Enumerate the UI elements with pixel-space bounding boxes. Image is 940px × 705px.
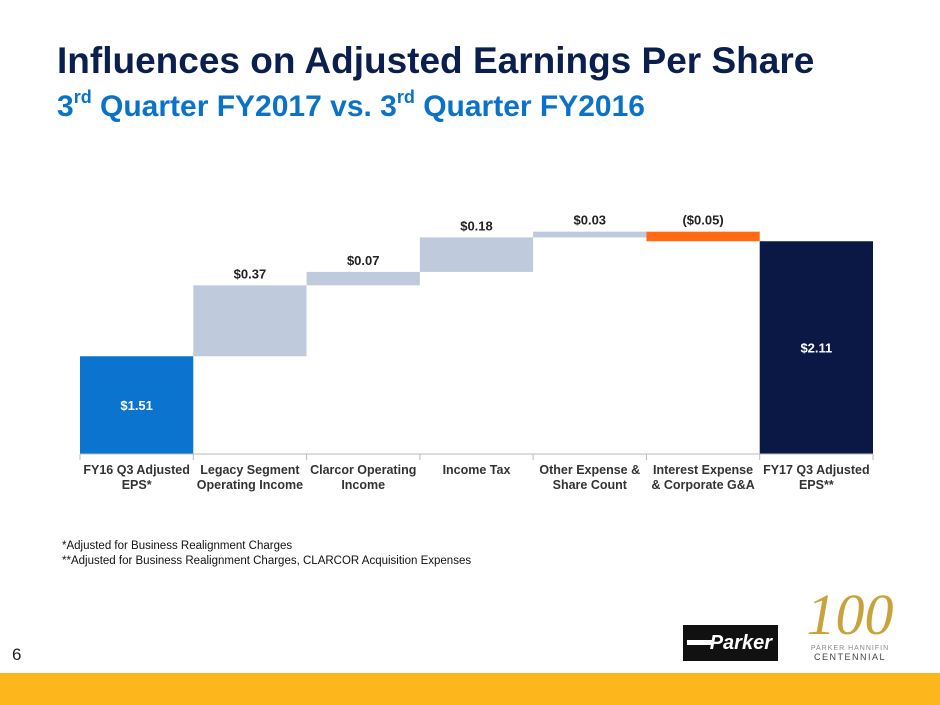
data-label-3: $0.18 bbox=[460, 218, 493, 233]
data-label-5: ($0.05) bbox=[682, 213, 723, 228]
footnote-1: *Adjusted for Business Realignment Charg… bbox=[62, 540, 293, 552]
slide-subtitle: 3rd Quarter FY2017 vs. 3rd Quarter FY201… bbox=[57, 87, 645, 124]
data-label-6: $2.11 bbox=[800, 341, 832, 356]
bar-5 bbox=[646, 231, 760, 242]
category-label: Other Expense & Share Count bbox=[539, 463, 641, 492]
category-label: Legacy Segment Operating Income bbox=[196, 463, 304, 492]
category-label: Clarcor Operating Income bbox=[310, 463, 417, 492]
waterfall-chart: $1.51 $0.37 $0.07 $0.18 $0.03 ($0.05) $2.11 bbox=[79, 213, 874, 460]
subtitle-part: Quarter FY2017 vs. 3 bbox=[91, 90, 397, 123]
parker-logo: Parker bbox=[683, 625, 778, 661]
data-label-1: $0.37 bbox=[234, 266, 267, 281]
centennial-logo: 100 PARKER HANNIFIN CENTENNIAL bbox=[800, 585, 900, 665]
subtitle-sup: rd bbox=[396, 87, 415, 107]
bar-4 bbox=[533, 231, 647, 238]
data-label-0: $1.51 bbox=[120, 398, 153, 413]
data-label-4: $0.03 bbox=[574, 213, 607, 228]
subtitle-part: Quarter FY2016 bbox=[414, 90, 645, 123]
bar-3 bbox=[419, 237, 534, 272]
category-label: FY16 Q3 Adjusted EPS* bbox=[83, 463, 190, 492]
category-label: FY17 Q3 Adjusted EPS** bbox=[763, 463, 870, 492]
slide-title: Influences on Adjusted Earnings Per Shar… bbox=[57, 40, 815, 81]
centennial-line2: CENTENNIAL bbox=[813, 652, 886, 662]
bar-6 bbox=[759, 241, 873, 454]
subtitle-part: 3 bbox=[57, 90, 74, 123]
category-label: Income Tax bbox=[442, 463, 511, 477]
data-label-2: $0.07 bbox=[347, 253, 380, 268]
bar-1 bbox=[193, 285, 307, 357]
footer-band bbox=[0, 673, 940, 705]
category-label: Interest Expense & Corporate G&A bbox=[651, 463, 755, 492]
centennial-number: 100 bbox=[806, 582, 894, 647]
bar-2 bbox=[306, 271, 420, 286]
subtitle-sup: rd bbox=[73, 87, 92, 107]
page-number: 6 bbox=[12, 645, 22, 664]
footnote-2: **Adjusted for Business Realignment Char… bbox=[62, 555, 472, 567]
bar-0 bbox=[80, 356, 194, 454]
centennial-line1: PARKER HANNIFIN bbox=[810, 645, 890, 652]
